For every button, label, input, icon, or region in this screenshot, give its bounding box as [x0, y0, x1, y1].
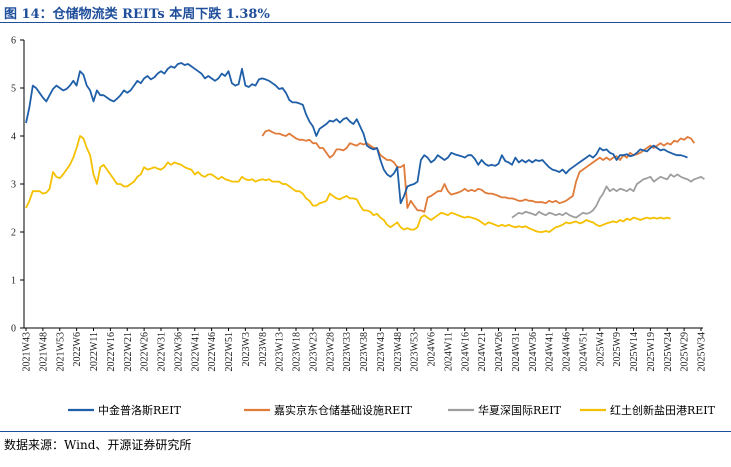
x-tick-label: 2024W6 — [427, 332, 438, 366]
x-tick-label: 2022W31 — [157, 332, 168, 371]
x-tick-label: 2023W3 — [241, 332, 252, 366]
x-tick-label: 2023W43 — [376, 332, 387, 371]
x-tick-label: 2025W24 — [663, 332, 674, 371]
x-tick-label: 2023W18 — [292, 332, 303, 371]
y-tick-label: 0 — [11, 324, 16, 335]
title-rule — [0, 22, 731, 23]
y-tick-label: 1 — [11, 276, 16, 287]
x-tick-label: 2023W33 — [342, 332, 353, 371]
x-tick-label: 2022W16 — [106, 332, 117, 371]
source-note: 数据来源：Wind、开源证券研究所 — [4, 438, 192, 452]
x-tick-label: 2022W11 — [89, 332, 100, 371]
x-tick-label: 2025W9 — [612, 332, 623, 366]
x-tick-label: 2025W19 — [646, 332, 657, 371]
x-tick-label: 2024W41 — [545, 332, 556, 371]
series-line-2 — [261, 129, 696, 213]
x-tick-label: 2022W46 — [207, 332, 218, 371]
x-tick-label: 2023W13 — [275, 332, 286, 371]
x-tick-label: 2024W26 — [494, 332, 505, 371]
x-tick-label: 2023W38 — [359, 332, 370, 371]
x-tick-label: 2024W51 — [578, 332, 589, 371]
x-tick-label: 2025W4 — [595, 332, 606, 366]
x-tick-label: 2024W36 — [528, 332, 539, 371]
x-tick-label: 2022W36 — [173, 332, 184, 371]
x-tick-label: 2021W43 — [22, 332, 33, 371]
legend-label-2: 嘉实京东仓储基础设施REIT — [274, 403, 413, 417]
figure-label: 图 14： — [4, 7, 53, 22]
footer-rule — [0, 431, 731, 432]
series-line-3 — [511, 173, 705, 219]
x-tick-label: 2023W53 — [410, 332, 421, 371]
series-line-1 — [25, 62, 688, 205]
y-tick-label: 5 — [11, 84, 16, 95]
x-tick-label: 2024W46 — [562, 332, 573, 371]
x-tick-label: 2021W53 — [55, 332, 66, 371]
legend-label-1: 中金普洛斯REIT — [98, 403, 182, 417]
figure-title-text: 仓储物流类 REITs 本周下跌 1.38% — [52, 7, 270, 22]
x-tick-label: 2024W31 — [511, 332, 522, 371]
y-tick-label: 2 — [11, 228, 16, 239]
x-tick-label: 2022W21 — [123, 332, 134, 371]
x-tick-label: 2024W16 — [460, 332, 471, 371]
series-line-4 — [25, 135, 671, 233]
x-tick-label: 2025W14 — [629, 332, 640, 371]
line-chart: 0 1 2 3 4 5 6 2021W43 2021W48 2021W53 2022W6 2022W1… — [11, 36, 716, 418]
x-tick-label: 2023W8 — [258, 332, 269, 366]
figure-title: 图 14：仓储物流类 REITs 本周下跌 1.38% — [4, 3, 270, 22]
x-tick-label: 2025W29 — [680, 332, 691, 371]
x-tick-label: 2021W48 — [38, 332, 49, 371]
legend-label-4: 红土创新盐田港REIT — [610, 403, 716, 417]
y-tick-label: 4 — [11, 132, 16, 143]
x-tick-label: 2024W21 — [477, 332, 488, 371]
y-tick-label: 6 — [11, 36, 16, 47]
x-tick-label: 2022W51 — [224, 332, 235, 371]
legend-label-3: 华夏深国际REIT — [478, 403, 562, 417]
x-tick-label: 2022W41 — [190, 332, 201, 371]
x-tick-label: 2023W48 — [393, 332, 404, 371]
x-tick-label: 2022W6 — [72, 332, 83, 366]
x-tick-label: 2023W28 — [325, 332, 336, 371]
x-tick-label: 2022W26 — [140, 332, 151, 371]
x-tick-label: 2023W23 — [308, 332, 319, 371]
x-tick-label: 2025W34 — [697, 332, 708, 371]
y-tick-label: 3 — [11, 180, 16, 191]
x-tick-label: 2024W11 — [443, 332, 454, 371]
